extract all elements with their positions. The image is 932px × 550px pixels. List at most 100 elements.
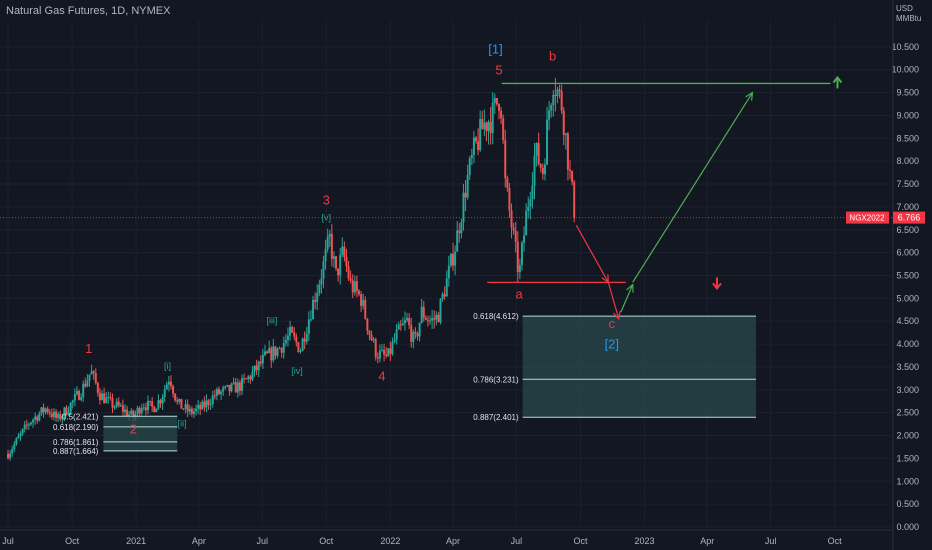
candle-body bbox=[351, 280, 354, 293]
candle-body bbox=[378, 350, 381, 359]
y-tick-label: 4.500 bbox=[896, 316, 919, 326]
candle-body bbox=[52, 411, 55, 417]
candle-body bbox=[282, 343, 285, 353]
projection-arrow-up-b bbox=[632, 91, 754, 283]
candle-body bbox=[502, 118, 505, 141]
candle-body bbox=[255, 365, 258, 371]
candle-body bbox=[69, 402, 72, 413]
candle-body bbox=[128, 414, 131, 417]
candle-body bbox=[370, 334, 373, 341]
candle-body bbox=[276, 348, 279, 356]
symbol-tag bbox=[846, 211, 889, 224]
candle-body bbox=[487, 121, 490, 132]
candle-body bbox=[535, 142, 538, 156]
candle-body bbox=[297, 342, 300, 353]
candle-body bbox=[443, 294, 446, 297]
candle-body bbox=[188, 408, 191, 412]
candle-body bbox=[441, 294, 444, 300]
candle-body bbox=[353, 281, 356, 293]
candle-body bbox=[552, 94, 555, 106]
arrow-head bbox=[712, 282, 722, 290]
fib-main-level-label: 0.887(2.401) bbox=[473, 413, 519, 422]
candle-body bbox=[391, 341, 394, 354]
candle-body bbox=[489, 121, 492, 134]
candle-body bbox=[393, 339, 396, 342]
fib-small-level-label: 0.786(1.861) bbox=[53, 438, 99, 447]
candle-body bbox=[403, 320, 406, 324]
candle-body bbox=[483, 122, 486, 130]
projection-arrow-down-b bbox=[607, 282, 621, 321]
y-tick-label: 1.000 bbox=[896, 476, 919, 486]
candle-body bbox=[203, 401, 206, 408]
candle-body bbox=[86, 380, 89, 387]
candle-body bbox=[573, 182, 576, 218]
x-tick-label: 2022 bbox=[380, 536, 400, 546]
wave-label: [iv] bbox=[291, 366, 303, 376]
candle-body bbox=[13, 444, 16, 450]
candle-body bbox=[238, 382, 241, 391]
candle-body bbox=[157, 400, 160, 409]
candle-body bbox=[176, 400, 179, 402]
candle-body bbox=[437, 314, 440, 323]
candle-body bbox=[226, 384, 229, 387]
candle-body bbox=[98, 392, 101, 401]
candle-body bbox=[316, 293, 319, 302]
candle-body bbox=[512, 227, 515, 231]
candle-body bbox=[364, 299, 367, 319]
candle-body bbox=[138, 407, 141, 414]
candle-body bbox=[27, 424, 30, 426]
symbol-tag-label: NGX2022 bbox=[849, 214, 885, 223]
candle-body bbox=[289, 327, 292, 336]
candle-body bbox=[55, 411, 58, 418]
candle-body bbox=[151, 401, 154, 407]
candle-body bbox=[165, 384, 168, 390]
candle-body bbox=[389, 348, 392, 354]
candle-body bbox=[303, 338, 306, 342]
y-tick-label: 8.500 bbox=[896, 133, 919, 143]
candle-body bbox=[263, 351, 266, 355]
candle-body bbox=[406, 317, 409, 321]
arrow-shaft bbox=[632, 92, 753, 283]
wave-label: a bbox=[516, 286, 524, 301]
candle-body bbox=[82, 383, 85, 398]
candle-body bbox=[328, 233, 331, 237]
candle-body bbox=[449, 253, 452, 266]
candle-body bbox=[548, 110, 551, 120]
candle-body bbox=[132, 410, 135, 418]
wave-label: c bbox=[609, 316, 616, 331]
candle-body bbox=[44, 408, 47, 413]
candle-body bbox=[103, 393, 106, 403]
candle-body bbox=[408, 317, 411, 326]
candle-body bbox=[424, 317, 427, 320]
candle-body bbox=[113, 406, 116, 408]
candle-body bbox=[249, 376, 252, 380]
candle-body bbox=[119, 405, 122, 407]
candle-body bbox=[416, 333, 419, 337]
candle-body bbox=[19, 433, 22, 437]
y-tick-label: 0.500 bbox=[896, 499, 919, 509]
candle-body bbox=[397, 324, 400, 330]
candle-body bbox=[228, 384, 231, 392]
candle-body bbox=[224, 386, 227, 388]
candle-body bbox=[343, 246, 346, 258]
candle-body bbox=[472, 137, 475, 155]
candle-body bbox=[435, 314, 438, 320]
candle-body bbox=[546, 119, 549, 165]
candle-body bbox=[418, 322, 421, 337]
y-tick-label: 9.000 bbox=[896, 110, 919, 120]
candle-body bbox=[445, 278, 448, 297]
candle-body bbox=[117, 401, 120, 406]
candle-body bbox=[17, 436, 20, 439]
candle-body bbox=[90, 371, 93, 375]
wave-label: 4 bbox=[378, 369, 385, 384]
candle-body bbox=[324, 249, 327, 262]
candle-body bbox=[339, 254, 342, 276]
candle-body bbox=[29, 422, 32, 425]
candle-body bbox=[136, 407, 139, 414]
candle-body bbox=[520, 242, 523, 265]
candle-body bbox=[126, 409, 129, 417]
candle-body bbox=[140, 408, 143, 414]
candle-body bbox=[566, 133, 569, 170]
candle-body bbox=[510, 210, 513, 228]
